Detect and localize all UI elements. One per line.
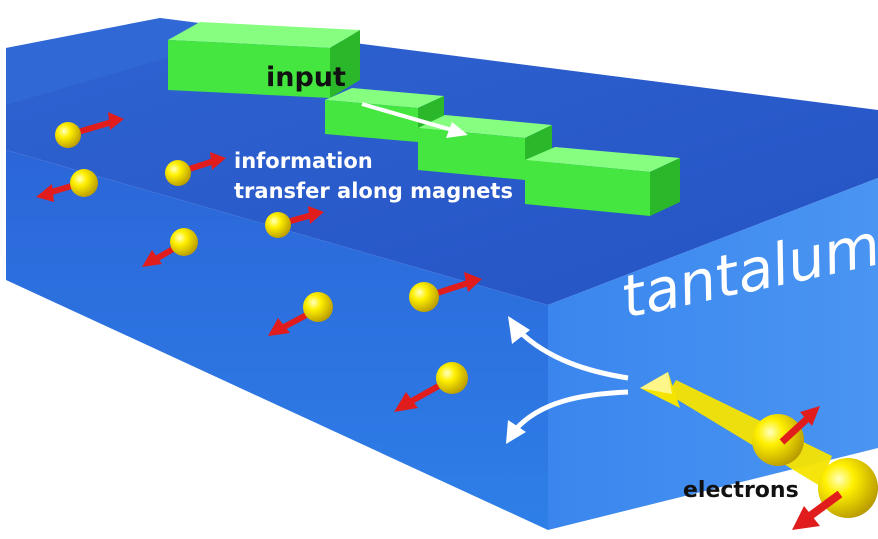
electron-6 [268,292,333,336]
electron-3 [165,152,226,186]
electron-1 [55,112,124,148]
electrons-label: electrons [683,478,799,503]
slab-front-face [6,150,548,530]
incoming-electron-1 [752,406,820,466]
incoming-electron-2 [792,458,878,530]
electron-4 [265,206,324,238]
transfer-arrow [361,102,468,138]
electron-5 [142,228,198,267]
magnets [168,22,680,216]
electron-2 [36,169,98,202]
electron-8 [394,362,468,412]
magnet-4 [525,147,680,216]
input-label: input [266,62,346,93]
deflection-arrows [506,316,629,444]
magnet-input [168,22,360,98]
information-label-line1: information [234,149,373,173]
information-label-line2: transfer along magnets [234,179,513,203]
information-transfer-label: information transfer along magnets [234,146,513,206]
electron-7 [409,272,482,312]
